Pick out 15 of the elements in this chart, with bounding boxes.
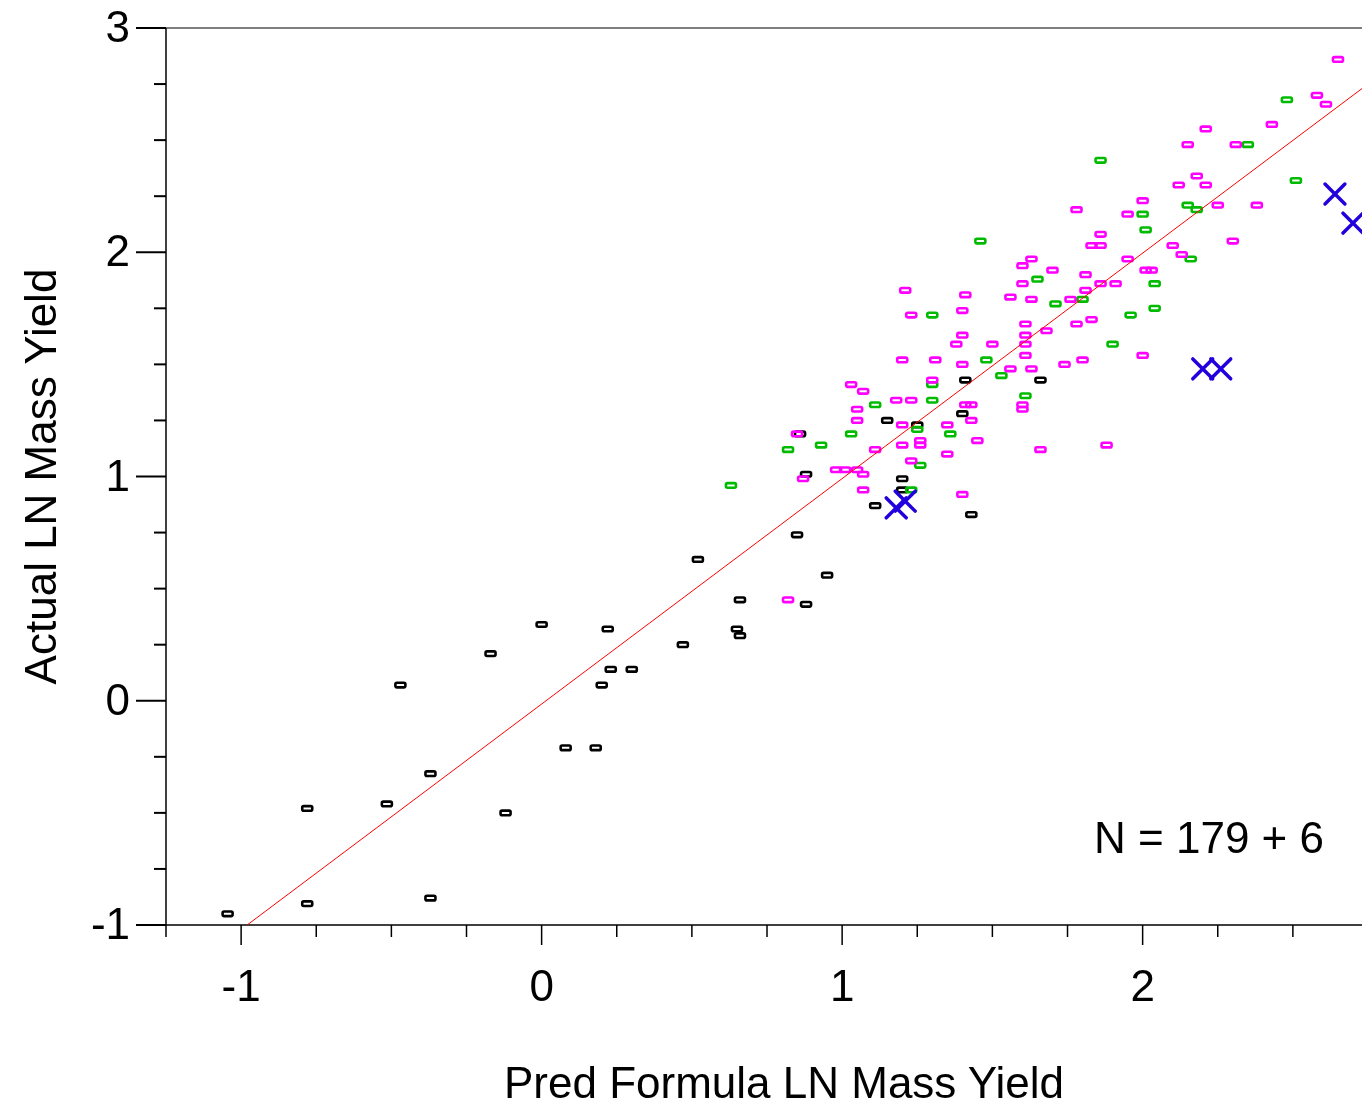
y-tick-label: 2: [105, 226, 130, 276]
y-tick-label: 1: [105, 450, 130, 500]
x-tick-label: -1: [221, 961, 261, 1010]
x-tick-label: 1: [829, 961, 855, 1010]
point: [893, 489, 917, 513]
x-axis-title: Pred Formula LN Mass Yield: [504, 1058, 1064, 1105]
annotation: N = 179 + 6: [1094, 813, 1324, 862]
y-axis-title: Actual LN Mass Yield: [16, 268, 65, 685]
x-tick-label: 2: [1130, 961, 1155, 1010]
y-tick-label: 0: [105, 674, 130, 724]
point: [884, 496, 908, 520]
y-tick-label: -1: [90, 899, 130, 949]
y-tick-label: 3: [105, 2, 130, 52]
x-tick-label: 0: [529, 961, 554, 1010]
point: [1323, 182, 1347, 206]
